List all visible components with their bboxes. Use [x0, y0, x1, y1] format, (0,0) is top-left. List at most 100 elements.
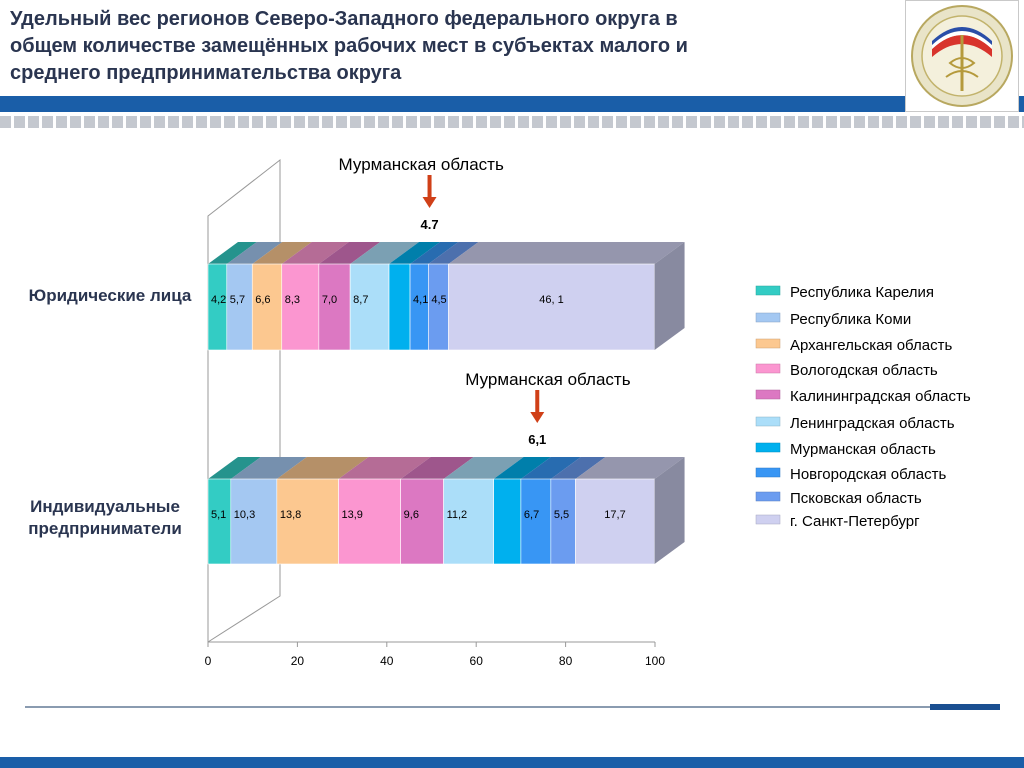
legend-label: Вологодская область	[790, 362, 938, 379]
bar-data-label: 4,2	[211, 294, 226, 306]
bar-data-label: 4,5	[431, 294, 446, 306]
bar-top-face	[318, 242, 381, 264]
bar-front-face	[226, 263, 253, 351]
bar-top-face	[550, 457, 606, 479]
bar-front-face	[575, 478, 655, 565]
legend-swatch	[755, 514, 781, 525]
bar-front-face	[338, 478, 401, 565]
header: Удельный вес регионов Северо-Западного ф…	[0, 0, 1024, 112]
legend-label: Мурманская область	[790, 441, 936, 458]
arrow-down-icon	[530, 412, 545, 423]
stacked-bar-chart: 0 20 40 60 80 100 4,2 5,7 6,6 8,3 7,0 8,7 4,1 4,5 46,…	[205, 155, 971, 668]
legend-label: Ленинградская область	[790, 415, 955, 432]
legend-swatch	[755, 389, 781, 400]
bar-top-face	[252, 242, 312, 264]
row-label-individual-entrepreneurs: Индивидуальные предприниматели	[28, 497, 182, 538]
bar-segment	[226, 242, 283, 351]
bar-data-label: 9,6	[404, 509, 419, 521]
bar-segment	[409, 242, 459, 351]
bar-top-face	[389, 242, 441, 264]
chart-walls	[207, 158, 655, 643]
bar-top-face	[448, 242, 685, 264]
legend-item: Архангельская область	[755, 337, 952, 354]
annotation-label: Мурманская область	[339, 155, 504, 174]
bar-segment	[448, 242, 685, 351]
murmansk-annotation: Мурманская область 4.7	[339, 155, 504, 232]
bar-front-face	[281, 263, 320, 351]
legend-item: Новгородская область	[755, 466, 946, 483]
slide-title: Удельный вес регионов Северо-Западного ф…	[10, 8, 688, 84]
bar-top-face	[400, 457, 474, 479]
legend-item: Псковская область	[755, 490, 922, 507]
row-label-legal-entities: Юридические лица	[28, 286, 192, 305]
x-tick-label: 20	[291, 654, 305, 668]
bar-top-face	[350, 242, 420, 264]
bar-top-face	[338, 457, 431, 479]
bar-data-label: 5,7	[230, 294, 245, 306]
legend-swatch	[755, 442, 781, 453]
murmansk-annotation: Мурманская область 6,1	[465, 370, 630, 447]
legend-item: Калининградская область	[755, 388, 971, 405]
annotation-arrow-shaft	[535, 390, 540, 414]
bar-segment	[520, 457, 581, 565]
legend-swatch	[755, 363, 781, 374]
bar-segment	[493, 457, 551, 565]
bar-data-label: 6,6	[255, 294, 270, 306]
bar-front-face	[550, 478, 576, 565]
bar-segment	[251, 242, 312, 351]
bar-top-face	[410, 242, 459, 264]
bar-data-label: 13,8	[280, 509, 301, 521]
bar-front-face	[349, 263, 390, 351]
legend-item: Республика Карелия	[755, 284, 934, 301]
bar-front-face	[388, 263, 411, 351]
bar-segment	[443, 457, 524, 565]
emblem	[905, 0, 1019, 112]
bar-segment	[207, 457, 261, 565]
bar-segment	[428, 242, 479, 351]
bar-front-face	[520, 478, 552, 565]
legend-item: Вологодская область	[755, 362, 938, 379]
footer-band	[0, 757, 1024, 768]
header-band	[0, 96, 1024, 112]
bar-end-face	[654, 457, 685, 564]
bar-front-face	[409, 263, 429, 351]
legend-swatch	[755, 285, 781, 296]
bar-front-face	[318, 263, 351, 351]
chart-side-wall	[207, 158, 281, 643]
bar-front-face	[251, 263, 283, 351]
bar-top-face	[226, 242, 283, 264]
x-tick-label: 60	[470, 654, 484, 668]
bar-data-label: 10,3	[234, 509, 255, 521]
data-labels: 4,2 5,7 6,6 8,3 7,0 8,7 4,1 4,5 46, 1 5,1 10,3 13,8…	[211, 294, 626, 521]
legend-swatch	[755, 416, 781, 427]
bar-segment	[230, 457, 307, 565]
annotation-label: Мурманская область	[465, 370, 630, 389]
bar-data-label: 8,7	[353, 294, 368, 306]
bar-data-label: 8,3	[285, 294, 300, 306]
bar-data-label: 7,0	[322, 294, 337, 306]
legend-label: Архангельская область	[790, 337, 952, 354]
bar-front-face	[207, 263, 228, 351]
emblem-seal-icon	[911, 5, 1013, 107]
legend-swatch	[755, 467, 781, 478]
bar-segment	[318, 242, 381, 351]
bar-segment	[338, 457, 431, 565]
x-tick-label: 0	[205, 654, 212, 668]
bar-front-face	[207, 478, 232, 565]
bar-front-face	[428, 263, 449, 351]
legend-swatch	[755, 312, 781, 323]
bar-data-label: 11,2	[447, 509, 468, 521]
x-tick-label: 100	[645, 654, 665, 668]
annotations: Мурманская область 4.7 Мурманская область 6…	[339, 155, 631, 447]
bar-top-face	[281, 242, 349, 264]
bar-segment	[388, 242, 441, 351]
bar-top-face	[208, 242, 257, 264]
bar-segment	[575, 457, 685, 565]
legend-label: Калининградская область	[790, 388, 971, 405]
footer-accent	[930, 704, 1000, 710]
bar-top-face	[575, 457, 685, 479]
legend-item: Мурманская область	[755, 441, 936, 458]
bar-top-face	[230, 457, 307, 479]
bar-segment	[276, 457, 369, 565]
annotation-value: 6,1	[528, 432, 546, 447]
